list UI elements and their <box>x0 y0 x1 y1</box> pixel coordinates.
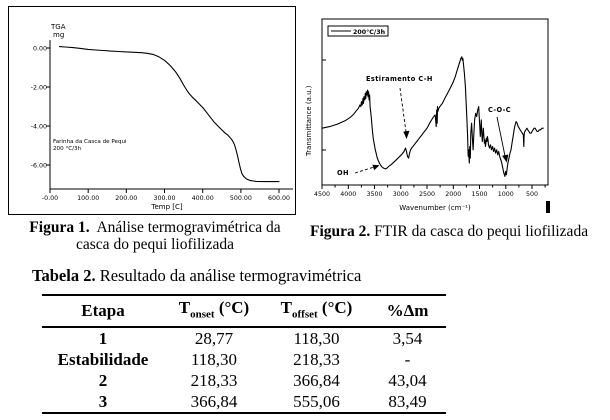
tga-curve <box>58 46 280 183</box>
figure-1-caption-line2: casca do pequi liofilizada <box>76 236 234 253</box>
header-tonset: Tonset (°C) <box>178 298 250 321</box>
coc-arrow-icon <box>496 116 509 163</box>
ftir-x-axis-label: Wavenumber (cm⁻¹) <box>399 204 471 212</box>
tga-y-axis-title: TGA <box>50 23 66 31</box>
tga-x-tick-2: 200.00 <box>115 195 137 202</box>
tga-y-tick-1: -2.00 <box>31 85 47 92</box>
table-row: 1 28,77 118,30 3,54 <box>98 329 423 349</box>
table-row: Estabilidade 118,30 218,33 - <box>57 350 411 370</box>
ftir-annotation-coc: C-O-C <box>488 106 511 114</box>
figure-1-caption: Figura 1. Análise termogravimétrica da c… <box>8 219 302 253</box>
cursor-mark <box>546 201 550 213</box>
table-row: 2 218,33 366,84 43,04 <box>98 371 427 391</box>
tga-x-tick-3: 300.00 <box>153 195 175 202</box>
figure-2-caption-label: Figura 2. <box>310 223 371 240</box>
figure-2-caption: Figura 2. FTIR da casca do pequi liofili… <box>310 223 610 240</box>
table-title: Tabela 2. Resultado da análise termograv… <box>32 266 361 286</box>
ftir-legend: 200°C/3h <box>327 25 389 37</box>
estiramento-arrow-icon <box>399 87 410 139</box>
figure-2-caption-text: FTIR da casca do pequi liofilizada <box>370 223 589 240</box>
ftir-x-tick-0: 4500 <box>314 191 330 198</box>
ftir-annotation-estiramento-ch: Estiramento C-H <box>366 75 433 83</box>
ftir-plot: Transmittance (a.u.) 200°C/3h <box>305 18 550 213</box>
table-row: 3 366,84 555,06 83,49 <box>98 392 427 412</box>
ftir-annotation-oh: OH <box>337 169 349 177</box>
tga-y-tick-3: -6.00 <box>31 163 47 170</box>
ftir-x-tick-1: 4000 <box>340 191 356 198</box>
figure-1-caption-text: Análise termogravimétrica da <box>96 219 281 236</box>
tga-x-tick-0: -0.00 <box>42 195 58 202</box>
oh-arrow-icon <box>354 164 380 174</box>
ftir-x-tick-4: 2500 <box>419 191 435 198</box>
ftir-y-axis-label: Transmittance (a.u.) <box>305 85 313 157</box>
tga-y-axis-unit: mg <box>53 31 64 39</box>
header-toffset: Toffset (°C) <box>280 298 353 321</box>
header-dm: %Δm <box>386 301 429 321</box>
table-title-text: Resultado da análise termogravimétrica <box>95 266 362 285</box>
figure-1-tga-chart: TGA mg 0.00 -2.00 -4.00 -6.00 -0.00 100.… <box>8 6 296 215</box>
ftir-x-ticks <box>321 185 546 189</box>
tga-y-tick-2: -4.00 <box>31 124 47 131</box>
header-etapa: Etapa <box>81 301 125 321</box>
tga-x-tick-5: 500.00 <box>230 195 252 202</box>
tga-y-tick-0: 0.00 <box>33 46 47 53</box>
tga-x-axis-label: Temp [C] <box>150 203 182 211</box>
figure-2-ftir-chart: Transmittance (a.u.) 200°C/3h <box>300 4 610 218</box>
tga-plot: TGA mg 0.00 -2.00 -4.00 -6.00 -0.00 100.… <box>31 23 293 211</box>
ftir-x-tick-8: 500 <box>526 191 538 198</box>
table-title-label: Tabela 2. <box>32 266 96 285</box>
tga-sample-annotation-line2: 200 °C/3h <box>53 146 82 152</box>
figure-1-caption-line1: Figura 1. Análise termogravimétrica da <box>8 219 302 236</box>
tga-x-tick-6: 600.00 <box>268 195 290 202</box>
ftir-y-ticks <box>322 59 326 151</box>
tga-sample-annotation-line1: Farinha da Casca de Pequi <box>53 139 127 145</box>
tga-x-tick-4: 400.00 <box>192 195 214 202</box>
ftir-legend-label: 200°C/3h <box>353 28 385 36</box>
ftir-x-tick-2: 3500 <box>366 191 382 198</box>
tga-x-ticks <box>49 189 280 193</box>
ftir-x-tick-3: 3000 <box>393 191 409 198</box>
ftir-curve <box>321 56 544 177</box>
ftir-plot-frame <box>321 18 549 186</box>
table-header-row: Etapa Tonset (°C) Toffset (°C) %Δm <box>42 295 446 328</box>
tga-y-ticks <box>46 47 50 166</box>
ftir-x-tick-6: 1500 <box>471 191 487 198</box>
ftir-x-tick-7: 1000 <box>498 191 514 198</box>
tga-x-tick-1: 100.00 <box>77 195 99 202</box>
ftir-x-tick-5: 2000 <box>445 191 461 198</box>
figure-1-caption-label: Figura 1. <box>29 219 90 236</box>
tga-results-table: Etapa Tonset (°C) Toffset (°C) %Δm 1 28,… <box>42 294 446 415</box>
